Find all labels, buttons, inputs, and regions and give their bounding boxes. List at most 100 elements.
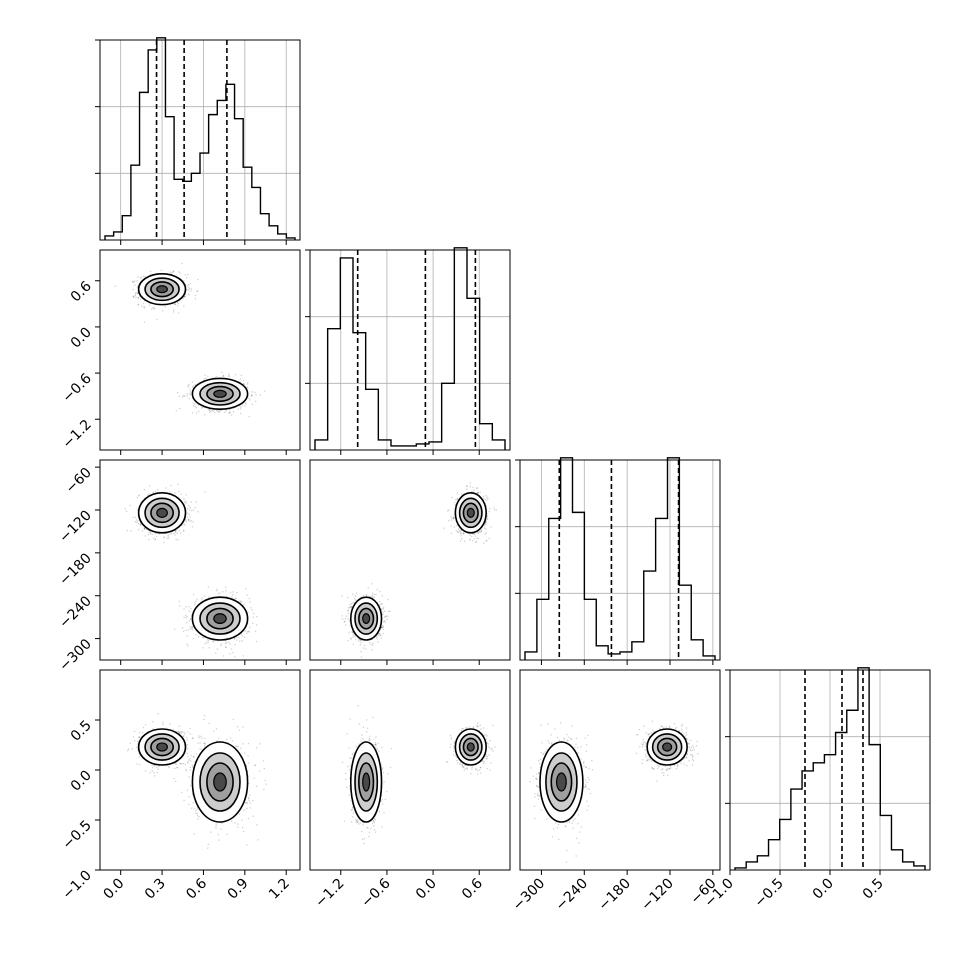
sample-point (243, 383, 245, 385)
panel-frame (309, 249, 511, 451)
sample-point (472, 486, 474, 489)
sample-point (466, 488, 468, 490)
sample-point (197, 511, 199, 513)
sample-point (192, 402, 195, 405)
sample-point (254, 391, 256, 394)
sample-point (486, 499, 488, 501)
sample-point (172, 309, 175, 311)
sample-point (183, 395, 185, 397)
sample-point (187, 645, 189, 647)
sample-point (163, 536, 166, 538)
sample-point (191, 626, 193, 628)
sample-point (194, 403, 196, 405)
sample-point (379, 604, 381, 606)
sample-point (251, 395, 253, 397)
sample-point (177, 483, 179, 485)
sample-point (476, 537, 478, 539)
sample-point (201, 406, 204, 409)
sample-point (232, 591, 234, 593)
sample-point (148, 485, 151, 487)
sample-point (130, 530, 132, 532)
sample-point (148, 493, 150, 495)
sample-point (477, 532, 479, 534)
sample-point (347, 640, 349, 642)
sample-point (477, 532, 480, 534)
sample-point (135, 292, 137, 294)
sample-point (188, 383, 190, 385)
sample-point (184, 296, 186, 298)
sample-point (137, 292, 139, 294)
sample-point (203, 377, 205, 380)
sample-point (187, 512, 189, 514)
sample-point (189, 626, 191, 628)
sample-point (184, 501, 186, 503)
sample-point (248, 416, 250, 418)
scatter-panel-2-1 (99, 249, 301, 451)
sample-point (236, 592, 238, 594)
panel-background (100, 40, 300, 240)
sample-point (143, 527, 145, 529)
sample-point (180, 493, 182, 495)
sample-point (177, 539, 179, 541)
sample-point (455, 530, 457, 532)
sample-point (373, 593, 376, 596)
sample-point (180, 532, 182, 534)
sample-point (350, 605, 352, 608)
sample-point (187, 386, 189, 388)
sample-point (204, 491, 206, 493)
sample-point (476, 492, 478, 494)
sample-point (188, 287, 190, 289)
sample-point (480, 531, 482, 533)
sample-point (135, 296, 137, 298)
sample-point (189, 389, 191, 391)
sample-point (229, 592, 232, 594)
sample-point (137, 297, 139, 299)
sample-point (134, 292, 137, 295)
sample-point (474, 533, 476, 535)
sample-point (154, 491, 156, 493)
sample-point (187, 385, 189, 387)
sample-point (183, 616, 185, 619)
sample-point (475, 540, 477, 543)
sample-point (255, 400, 257, 402)
sample-point (216, 648, 219, 650)
sample-point (208, 409, 210, 411)
sample-point (222, 376, 224, 378)
sample-point (460, 530, 462, 532)
sample-point (188, 393, 191, 395)
sample-point (476, 487, 478, 490)
sample-point (191, 381, 194, 383)
sample-point (229, 411, 231, 413)
sample-point (185, 500, 187, 503)
sample-point (477, 537, 479, 540)
sample-point (484, 498, 486, 501)
sample-point (188, 509, 191, 511)
sample-point (210, 410, 212, 413)
sample-point (197, 290, 199, 292)
sample-point (228, 375, 230, 377)
sample-point (486, 513, 488, 515)
sample-point (460, 532, 462, 534)
sample-point (189, 516, 191, 518)
sample-point (245, 403, 247, 405)
sample-point (216, 376, 218, 378)
sample-point (239, 408, 242, 410)
sample-point (350, 606, 353, 608)
sample-point (149, 270, 152, 272)
sample-point (141, 305, 143, 307)
sample-point (163, 537, 165, 539)
sample-point (189, 618, 192, 620)
sample-point (493, 507, 495, 509)
sample-point (228, 373, 230, 375)
sample-point (244, 630, 246, 632)
sample-point (173, 532, 175, 535)
sample-point (203, 379, 205, 382)
sample-point (489, 508, 491, 510)
sample-point (490, 526, 492, 528)
sample-point (191, 614, 193, 616)
sample-point (230, 414, 233, 416)
sample-point (225, 646, 227, 648)
sample-point (483, 542, 485, 544)
sample-point (150, 533, 152, 535)
sample-point (225, 410, 227, 412)
